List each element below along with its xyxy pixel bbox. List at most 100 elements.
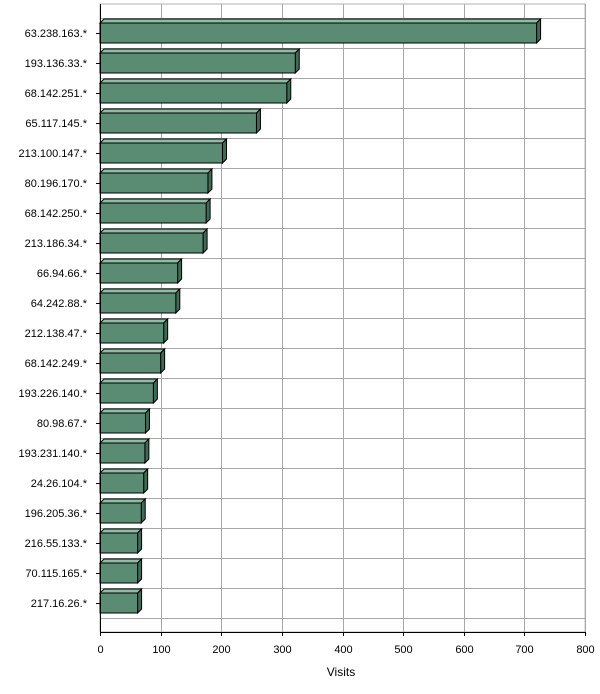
y-category-label: 193.226.140.*	[18, 388, 87, 400]
bar-side-face	[177, 257, 183, 285]
bar-front-face	[99, 382, 154, 404]
bar-front-face	[99, 202, 207, 224]
bar-front-face	[99, 412, 146, 434]
y-category-label: 68.142.249.*	[25, 358, 88, 370]
bar	[98, 407, 151, 435]
y-category-label: 66.94.66.*	[37, 268, 88, 280]
bar-top-face	[98, 528, 143, 534]
bar-side-face	[536, 17, 542, 45]
bar-front-face	[99, 82, 288, 104]
bar-side-face	[255, 107, 261, 135]
bar-top-face	[98, 108, 262, 114]
bar-top-face	[98, 228, 209, 234]
bar-top-face	[98, 258, 183, 264]
y-category-label: 70.115.165.*	[25, 568, 87, 580]
bar	[98, 467, 149, 495]
bar-side-face	[152, 377, 158, 405]
bar	[98, 77, 292, 105]
bar-side-face	[294, 47, 300, 75]
bar-front-face	[99, 22, 538, 44]
bar-front-face	[99, 352, 162, 374]
bar	[98, 47, 301, 75]
bar	[98, 437, 151, 465]
bar-top-face	[98, 438, 151, 444]
bar-front-face	[99, 562, 139, 584]
bar-front-face	[99, 592, 139, 614]
bar	[98, 587, 143, 615]
bar-side-face	[221, 137, 227, 165]
x-tick-label: 700	[515, 644, 533, 656]
y-category-label: 80.196.170.*	[25, 178, 88, 190]
bar-front-face	[99, 472, 145, 494]
y-category-label: 65.117.145.*	[25, 118, 87, 130]
y-category-label: 64.242.88.*	[31, 298, 88, 310]
bar-side-face	[137, 587, 143, 615]
x-tick-label: 0	[97, 644, 103, 656]
bar	[98, 137, 228, 165]
bar-side-face	[160, 347, 166, 375]
bar-top-face	[98, 408, 151, 414]
bar	[98, 107, 262, 135]
y-category-label: 216.55.133.*	[25, 538, 88, 550]
bar	[98, 347, 166, 375]
bar-top-face	[98, 468, 149, 474]
y-category-label: 193.136.33.*	[25, 58, 88, 70]
bar	[98, 257, 183, 285]
bar	[98, 557, 143, 585]
bar-side-face	[140, 497, 146, 525]
x-tick-label: 400	[334, 644, 352, 656]
bar-top-face	[98, 198, 212, 204]
bar-front-face	[99, 232, 204, 254]
y-category-label: 212.138.47.*	[25, 328, 88, 340]
bar	[98, 227, 209, 255]
x-tick-label: 800	[576, 644, 594, 656]
bar	[98, 287, 182, 315]
y-category-label: 193.231.140.*	[18, 448, 87, 460]
bar-front-face	[99, 52, 296, 74]
y-category-label: 80.98.67.*	[37, 418, 88, 430]
bar-top-face	[98, 318, 169, 324]
bar	[98, 317, 169, 345]
bar	[98, 497, 147, 525]
bar-side-face	[286, 77, 292, 105]
x-tick-label: 500	[394, 644, 412, 656]
bar-front-face	[99, 322, 165, 344]
bar-top-face	[98, 348, 166, 354]
bar-top-face	[98, 138, 228, 144]
x-tick-label: 200	[212, 644, 230, 656]
bar-top-face	[98, 498, 147, 504]
bar	[98, 17, 542, 45]
tick-labels: 0 100 200 300 400 500 600 700 800 63.238.163.* 193…	[18, 28, 594, 656]
y-category-label: 213.100.147.*	[18, 148, 87, 160]
bar-front-face	[99, 292, 177, 314]
bar-side-face	[207, 167, 213, 195]
bar-top-face	[98, 78, 292, 84]
bar-front-face	[99, 442, 146, 464]
bar	[98, 377, 159, 405]
bar-side-face	[144, 407, 150, 435]
x-tick-label: 300	[273, 644, 291, 656]
bar-front-face	[99, 502, 142, 524]
bar-top-face	[98, 378, 159, 384]
bar-side-face	[205, 197, 211, 225]
bars	[98, 17, 542, 615]
bar-top-face	[98, 588, 143, 594]
y-category-label: 68.142.250.*	[25, 208, 88, 220]
y-category-label: 63.238.163.*	[25, 28, 88, 40]
y-category-label: 196.205.36.*	[25, 508, 88, 520]
x-axis-title: Visits	[327, 665, 355, 679]
bar-side-face	[163, 317, 169, 345]
bar	[98, 527, 143, 555]
bar-side-face	[137, 557, 143, 585]
bar-front-face	[99, 262, 179, 284]
bar-side-face	[175, 287, 181, 315]
bar-front-face	[99, 142, 223, 164]
y-category-label: 68.142.251.*	[25, 88, 88, 100]
y-category-label: 213.186.34.*	[25, 238, 88, 250]
bar-front-face	[99, 532, 139, 554]
bar	[98, 167, 214, 195]
bar-front-face	[99, 172, 209, 194]
bar-top-face	[98, 48, 301, 54]
